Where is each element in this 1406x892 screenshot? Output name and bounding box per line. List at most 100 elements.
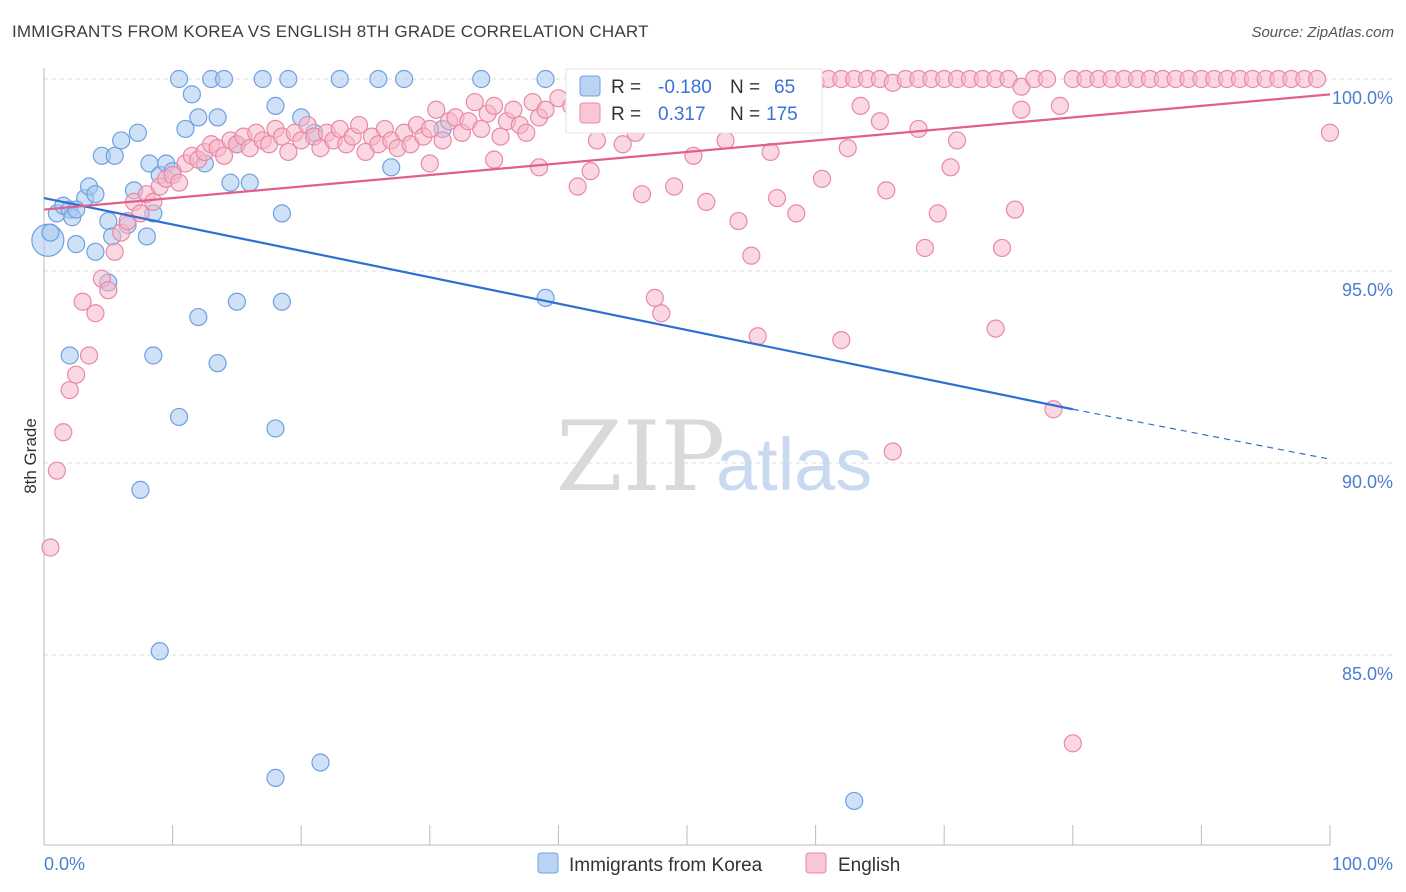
- korea-point: [41, 223, 60, 242]
- english-point: [632, 185, 652, 204]
- english-point: [73, 292, 92, 311]
- korea-point: [266, 96, 285, 115]
- korea-point: [536, 288, 555, 307]
- korea-point: [86, 242, 105, 261]
- english-point: [742, 246, 761, 265]
- english-point: [915, 238, 935, 258]
- english-point: [433, 131, 452, 150]
- korea-point: [272, 292, 292, 311]
- y-tick-label: 95.0%: [1342, 280, 1393, 300]
- english-point: [909, 119, 928, 139]
- korea-point: [394, 69, 414, 89]
- legend-n-value-english: 175: [766, 104, 798, 125]
- bottom-legend-label-english: English: [838, 855, 900, 876]
- korea-point: [253, 69, 272, 89]
- english-point: [41, 538, 60, 557]
- english-point: [54, 423, 73, 442]
- english-point: [86, 304, 105, 323]
- korea-point: [189, 108, 208, 127]
- english-point: [1050, 96, 1070, 115]
- korea-point: [208, 108, 227, 127]
- english-point: [851, 96, 870, 115]
- english-point: [67, 365, 86, 384]
- english-point: [812, 169, 832, 188]
- english-point: [420, 154, 439, 173]
- korea-point: [86, 185, 105, 204]
- bottom-legend-label-korea: Immigrants from Korea: [569, 855, 763, 876]
- legend-r-value-english: 0.317: [658, 104, 706, 125]
- legend-swatch-english: [579, 102, 601, 124]
- english-point: [1063, 734, 1082, 753]
- chart-title: IMMIGRANTS FROM KOREA VS ENGLISH 8TH GRA…: [12, 22, 649, 41]
- bottom-legend: Immigrants from Korea English: [537, 852, 900, 876]
- y-tick-labels: 100.0% 95.0% 90.0% 85.0%: [1332, 88, 1393, 684]
- english-point: [79, 346, 99, 365]
- english-point: [1005, 200, 1025, 219]
- english-point: [465, 92, 484, 112]
- korea-point: [369, 69, 388, 89]
- english-point: [349, 115, 369, 135]
- english-point: [99, 281, 118, 300]
- korea-point: [472, 69, 491, 89]
- english-point: [787, 204, 806, 223]
- korea-point: [311, 753, 330, 772]
- english-point: [105, 242, 124, 261]
- english-point: [1012, 100, 1031, 119]
- english-point: [986, 319, 1005, 338]
- korea-point: [214, 69, 234, 89]
- legend-swatch-korea: [579, 75, 601, 97]
- trend-line-korea: [43, 196, 1074, 411]
- trend-line-korea-extension: [1072, 408, 1331, 460]
- english-point: [838, 139, 857, 158]
- bottom-legend-swatch-english: [805, 852, 827, 874]
- english-point: [568, 177, 587, 196]
- legend-r-value-korea: -0.180: [658, 77, 712, 98]
- english-point: [587, 131, 607, 150]
- english-point: [420, 119, 439, 139]
- watermark-atlas: atlas: [716, 423, 872, 506]
- korea-point: [131, 480, 150, 499]
- legend-n-label-english: N =: [730, 104, 760, 125]
- english-point: [832, 331, 851, 350]
- english-point: [60, 380, 79, 400]
- english-point: [645, 288, 664, 307]
- korea-point: [128, 123, 147, 142]
- korea-point: [137, 227, 156, 246]
- english-point: [928, 204, 947, 223]
- korea-point: [279, 69, 298, 89]
- english-point: [47, 461, 66, 480]
- y-axis-label: 8th Grade: [21, 418, 40, 494]
- english-point: [214, 146, 234, 165]
- english-point: [517, 123, 536, 142]
- english-point: [530, 158, 549, 177]
- english-point: [716, 131, 735, 150]
- korea-point: [189, 307, 208, 327]
- korea-point: [208, 354, 227, 373]
- english-point: [767, 188, 787, 208]
- english-point: [697, 192, 716, 211]
- korea-point: [60, 346, 79, 365]
- english-point: [279, 142, 298, 162]
- watermark: ZIP atlas: [556, 401, 872, 513]
- english-point: [877, 181, 896, 200]
- english-point: [485, 150, 504, 169]
- korea-point: [67, 235, 86, 254]
- english-point: [992, 238, 1012, 258]
- korea-point: [266, 419, 285, 438]
- korea-point: [240, 173, 259, 192]
- english-point: [1037, 69, 1057, 89]
- korea-point: [272, 204, 292, 223]
- english-point: [1308, 69, 1327, 89]
- english-point: [169, 173, 189, 192]
- english-point: [144, 192, 163, 211]
- english-point: [581, 162, 600, 181]
- bottom-legend-swatch-korea: [537, 852, 559, 874]
- trend-line-english: [43, 93, 1331, 211]
- y-tick-label: 100.0%: [1332, 88, 1393, 108]
- korea-point: [182, 85, 201, 104]
- english-point: [472, 119, 491, 139]
- english-point: [613, 135, 632, 154]
- korea-point: [144, 346, 163, 365]
- english-point: [536, 100, 555, 119]
